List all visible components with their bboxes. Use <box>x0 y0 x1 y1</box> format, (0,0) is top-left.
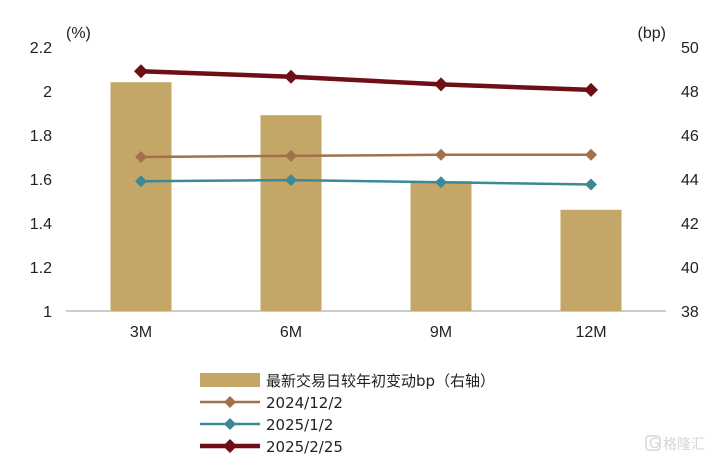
bar <box>110 82 172 311</box>
watermark-text: 格隆汇 <box>663 437 705 453</box>
line-point-marker <box>223 439 237 453</box>
legend-swatch-bar <box>200 373 260 387</box>
left-tick-label: 1.4 <box>30 216 52 233</box>
line-point-marker <box>584 82 598 97</box>
line-point-marker <box>135 175 147 188</box>
legend: 最新交易日较年初变动bp（右轴） 2024/12/2 2025/1/2 2025/2/… <box>200 372 495 456</box>
right-axis-unit: (bp) <box>638 25 666 42</box>
legend-label: 最新交易日较年初变动bp（右轴） <box>266 372 495 390</box>
right-tick-label: 46 <box>681 128 699 145</box>
category-label: 6M <box>280 324 302 341</box>
bar <box>410 181 472 311</box>
legend-item-line: 2025/2/25 <box>200 438 343 456</box>
left-tick-label: 1.2 <box>30 260 52 277</box>
left-tick-label: 1 <box>43 304 52 321</box>
legend-item-line: 2024/12/2 <box>200 394 343 412</box>
watermark-icon <box>645 435 661 451</box>
left-tick-label: 2.2 <box>30 40 52 57</box>
chart-axes: 1 1.2 1.4 1.6 1.8 2 2.2 38 40 42 44 46 48 50 (%) (bp) 3M… <box>30 25 699 341</box>
legend-item-bar: 最新交易日较年初变动bp（右轴） <box>200 372 495 390</box>
right-tick-label: 40 <box>681 260 699 277</box>
legend-label: 2024/12/2 <box>266 394 343 412</box>
category-label: 9M <box>430 324 452 341</box>
left-tick-label: 2 <box>43 84 52 101</box>
right-tick-label: 38 <box>681 304 699 321</box>
category-label: 12M <box>575 324 606 341</box>
watermark: G 格隆汇 <box>645 435 705 453</box>
left-axis-unit: (%) <box>66 25 91 42</box>
line-point-marker <box>134 64 148 79</box>
legend-label: 2025/2/25 <box>266 438 343 456</box>
line-point-marker <box>135 151 147 163</box>
watermark-logo: G 格隆汇 <box>645 435 705 453</box>
left-tick-label: 1.8 <box>30 128 52 145</box>
line-series <box>135 174 597 191</box>
line-point-marker <box>285 149 297 162</box>
line-point-marker <box>285 174 297 187</box>
line-path <box>140 153 591 159</box>
line-point-marker <box>435 176 447 189</box>
line-series-group <box>134 64 598 191</box>
bar <box>560 209 622 311</box>
line-point-marker <box>585 148 597 161</box>
right-tick-label: 42 <box>681 216 699 233</box>
line-series <box>135 148 597 163</box>
line-point-marker <box>284 69 298 84</box>
line-series <box>134 64 598 97</box>
left-tick-label: 1.6 <box>30 172 52 189</box>
line-point-marker <box>224 418 236 430</box>
line-point-marker <box>435 148 447 161</box>
line-point-marker <box>585 178 597 191</box>
right-tick-label: 50 <box>681 40 699 57</box>
right-tick-label: 44 <box>681 172 699 189</box>
line-path <box>140 178 592 186</box>
line-path <box>140 68 592 93</box>
bar <box>260 115 322 311</box>
legend-item-line: 2025/1/2 <box>200 416 333 434</box>
watermark-icon-glyph: G <box>649 436 660 452</box>
bar-series <box>110 82 622 311</box>
right-tick-label: 48 <box>681 84 699 101</box>
category-label: 3M <box>130 324 152 341</box>
line-point-marker <box>224 396 236 408</box>
legend-label: 2025/1/2 <box>266 416 333 434</box>
line-point-marker <box>434 77 448 92</box>
